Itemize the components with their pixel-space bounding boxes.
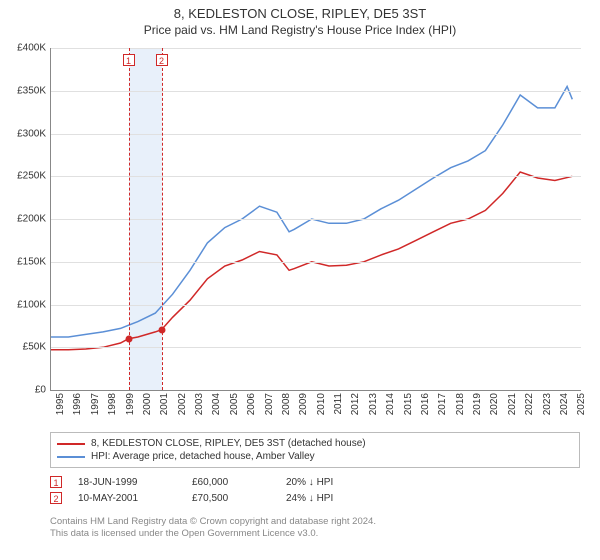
x-axis-label: 2007 xyxy=(264,393,275,431)
gridline xyxy=(51,219,581,220)
x-axis-label: 2010 xyxy=(316,393,327,431)
y-axis-label: £400K xyxy=(2,43,46,54)
x-axis-label: 2022 xyxy=(524,393,535,431)
x-axis-label: 2020 xyxy=(489,393,500,431)
y-axis-label: £50K xyxy=(2,342,46,353)
sale-marker-chip-1: 1 xyxy=(50,476,62,488)
x-axis-label: 2004 xyxy=(211,393,222,431)
x-axis-label: 2009 xyxy=(298,393,309,431)
x-axis-label: 2001 xyxy=(159,393,170,431)
gridline xyxy=(51,347,581,348)
sales-row-2: 2 10-MAY-2001 £70,500 24% ↓ HPI xyxy=(50,490,580,506)
x-axis-label: 2019 xyxy=(472,393,483,431)
gridline xyxy=(51,305,581,306)
sale-marker-line xyxy=(162,48,163,390)
x-axis-label: 2014 xyxy=(385,393,396,431)
x-axis-label: 2016 xyxy=(420,393,431,431)
sale-dot xyxy=(125,335,132,342)
footer-attribution: Contains HM Land Registry data © Crown c… xyxy=(50,516,580,541)
sale-marker-chip: 2 xyxy=(156,54,168,66)
x-axis-label: 2013 xyxy=(368,393,379,431)
y-axis-label: £300K xyxy=(2,128,46,139)
sale-price-1: £60,000 xyxy=(192,477,282,488)
legend-item-hpi: HPI: Average price, detached house, Ambe… xyxy=(57,450,573,463)
x-axis-label: 2000 xyxy=(142,393,153,431)
x-axis-label: 2024 xyxy=(559,393,570,431)
footer-line2: This data is licensed under the Open Gov… xyxy=(50,528,580,540)
x-axis-label: 2025 xyxy=(576,393,587,431)
y-axis-label: £0 xyxy=(2,385,46,396)
footer-line1: Contains HM Land Registry data © Crown c… xyxy=(50,516,580,528)
x-axis-label: 2006 xyxy=(246,393,257,431)
sale-delta-2: 24% ↓ HPI xyxy=(286,493,386,504)
legend-label-hpi: HPI: Average price, detached house, Ambe… xyxy=(91,451,315,462)
x-axis-label: 1996 xyxy=(72,393,83,431)
x-axis-label: 2003 xyxy=(194,393,205,431)
x-axis-label: 2005 xyxy=(229,393,240,431)
sales-row-1: 1 18-JUN-1999 £60,000 20% ↓ HPI xyxy=(50,474,580,490)
y-axis-label: £100K xyxy=(2,299,46,310)
sale-date-2: 10-MAY-2001 xyxy=(66,493,188,504)
x-axis-label: 2012 xyxy=(350,393,361,431)
x-axis-label: 1995 xyxy=(55,393,66,431)
y-axis-label: £250K xyxy=(2,171,46,182)
chart-plot-area: £0£50K£100K£150K£200K£250K£300K£350K£400… xyxy=(50,48,581,391)
x-axis-label: 2021 xyxy=(507,393,518,431)
y-axis-label: £150K xyxy=(2,256,46,267)
legend-item-property: 8, KEDLESTON CLOSE, RIPLEY, DE5 3ST (det… xyxy=(57,437,573,450)
page-subtitle: Price paid vs. HM Land Registry's House … xyxy=(0,21,600,37)
legend-swatch-property xyxy=(57,443,85,445)
sales-table: 1 18-JUN-1999 £60,000 20% ↓ HPI 2 10-MAY… xyxy=(50,474,580,506)
sale-price-2: £70,500 xyxy=(192,493,282,504)
y-axis-label: £350K xyxy=(2,85,46,96)
x-axis-label: 2018 xyxy=(455,393,466,431)
sale-date-1: 18-JUN-1999 xyxy=(66,477,188,488)
sale-marker-chip: 1 xyxy=(123,54,135,66)
x-axis-label: 2023 xyxy=(542,393,553,431)
page-title: 8, KEDLESTON CLOSE, RIPLEY, DE5 3ST xyxy=(0,0,600,21)
sale-dot xyxy=(158,326,165,333)
sale-marker-chip-2: 2 xyxy=(50,492,62,504)
x-axis-label: 2017 xyxy=(437,393,448,431)
x-axis-label: 1999 xyxy=(125,393,136,431)
x-axis-label: 2011 xyxy=(333,393,344,431)
gridline xyxy=(51,91,581,92)
x-axis-label: 1997 xyxy=(90,393,101,431)
legend-swatch-hpi xyxy=(57,456,85,458)
gridline xyxy=(51,134,581,135)
y-axis-label: £200K xyxy=(2,214,46,225)
x-axis-label: 1998 xyxy=(107,393,118,431)
x-axis-label: 2015 xyxy=(403,393,414,431)
gridline xyxy=(51,262,581,263)
gridline xyxy=(51,176,581,177)
sale-delta-1: 20% ↓ HPI xyxy=(286,477,386,488)
gridline xyxy=(51,48,581,49)
x-axis-label: 2008 xyxy=(281,393,292,431)
legend-label-property: 8, KEDLESTON CLOSE, RIPLEY, DE5 3ST (det… xyxy=(91,438,366,449)
x-axis-label: 2002 xyxy=(177,393,188,431)
legend-box: 8, KEDLESTON CLOSE, RIPLEY, DE5 3ST (det… xyxy=(50,432,580,468)
